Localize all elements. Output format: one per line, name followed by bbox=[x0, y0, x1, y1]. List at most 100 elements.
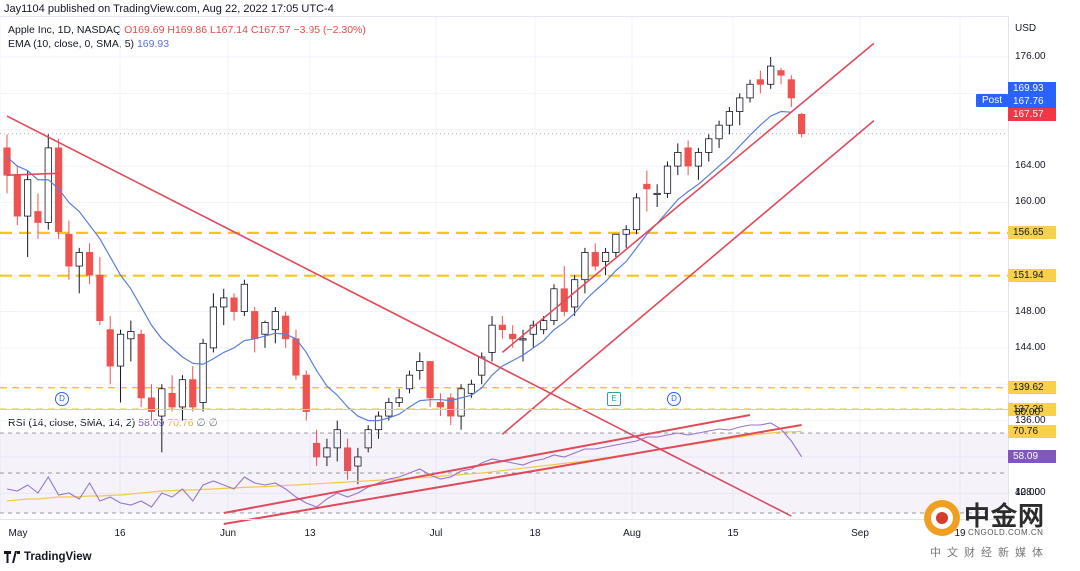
candle-body bbox=[663, 165, 672, 194]
post-market-badge: Post bbox=[976, 94, 1008, 107]
candle-body bbox=[798, 113, 806, 135]
candle-body bbox=[323, 447, 331, 458]
candle bbox=[736, 93, 744, 126]
candle bbox=[230, 293, 238, 321]
trendline-early-resistance bbox=[6, 172, 59, 176]
price-pane-top-border bbox=[0, 16, 1008, 17]
time-tick: 16 bbox=[114, 528, 126, 539]
candle bbox=[488, 316, 496, 362]
candle bbox=[364, 425, 372, 453]
candle bbox=[787, 75, 795, 107]
candle bbox=[333, 420, 341, 462]
candle-body bbox=[395, 397, 403, 403]
candle bbox=[3, 134, 11, 194]
watermark-domain: CNGOLD.COM.CN bbox=[968, 528, 1044, 537]
rsi-line bbox=[6, 422, 803, 508]
pane-separator[interactable] bbox=[0, 409, 1008, 410]
event-marker-d[interactable]: D bbox=[55, 392, 69, 406]
candle-body bbox=[777, 70, 785, 76]
candle bbox=[601, 247, 610, 276]
candle-body bbox=[24, 179, 32, 217]
candle bbox=[436, 393, 445, 417]
candle-body bbox=[189, 379, 197, 408]
candle bbox=[581, 247, 589, 294]
ohlc-close: C167.57 bbox=[250, 24, 291, 36]
candle-body bbox=[591, 252, 599, 267]
candle-body bbox=[209, 306, 217, 349]
time-tick: Sep bbox=[851, 528, 869, 539]
candle-body bbox=[158, 388, 166, 417]
candle bbox=[312, 429, 321, 467]
candle bbox=[199, 338, 207, 412]
rsi-trendline-rsi-upper bbox=[223, 414, 751, 514]
candle-body bbox=[271, 311, 279, 331]
candle bbox=[271, 306, 279, 344]
candle bbox=[653, 184, 661, 207]
price-tick: 164.00 bbox=[1015, 160, 1046, 172]
candle bbox=[282, 311, 290, 348]
event-marker-e[interactable]: E bbox=[607, 392, 621, 406]
rsi-label[interactable]: RSI (14, close, SMA, 14, 2) bbox=[8, 417, 136, 429]
ema-layer bbox=[6, 110, 792, 422]
candle-body bbox=[34, 211, 42, 223]
candle bbox=[34, 193, 42, 239]
candle-body bbox=[478, 356, 486, 376]
candle-body bbox=[622, 229, 630, 235]
candle-body bbox=[705, 138, 713, 153]
grid-layer bbox=[0, 17, 1008, 519]
symbol-legend: Apple Inc, 1D, NASDAQ O169.69 H169.86 L1… bbox=[8, 24, 366, 36]
rsi-legend: RSI (14, close, SMA, 14, 2) 58.09 70.76 … bbox=[8, 417, 218, 429]
candle-body bbox=[756, 79, 764, 85]
candle-body bbox=[44, 147, 52, 223]
candle-body bbox=[746, 83, 754, 99]
candle-body bbox=[178, 379, 187, 408]
candle bbox=[24, 170, 32, 257]
time-tick: 15 bbox=[727, 528, 739, 539]
rsi-tag: 70.76 bbox=[1008, 424, 1056, 438]
candle-body bbox=[725, 111, 734, 126]
candle bbox=[684, 140, 692, 176]
event-marker-d[interactable]: D bbox=[667, 392, 681, 406]
candle-body bbox=[251, 311, 259, 340]
candle-body bbox=[354, 456, 362, 467]
candle bbox=[632, 193, 641, 235]
candle bbox=[395, 388, 403, 407]
price-tag: 167.76 bbox=[1008, 95, 1056, 108]
candle bbox=[374, 411, 383, 439]
candle bbox=[498, 316, 506, 339]
price-tag: 137.26 bbox=[1008, 402, 1056, 416]
candle-body bbox=[643, 183, 651, 190]
candle-body bbox=[736, 97, 744, 112]
tradingview-footer[interactable]: TradingView bbox=[4, 551, 92, 563]
candle-body bbox=[467, 383, 476, 394]
candle bbox=[251, 306, 259, 353]
rsi-pane bbox=[0, 414, 1008, 525]
price-tag: 151.94 bbox=[1008, 269, 1056, 283]
price-tick: 136.00 bbox=[1015, 414, 1046, 426]
candle bbox=[622, 225, 630, 248]
tradingview-brand: TradingView bbox=[24, 551, 92, 563]
candle-body bbox=[416, 361, 424, 372]
publisher-header: Jay1104 published on TradingView.com, Au… bbox=[4, 3, 334, 15]
candle-body bbox=[364, 429, 372, 449]
candle bbox=[416, 352, 424, 380]
ema-label[interactable]: EMA (10, close, 0, SMA, 5) bbox=[8, 38, 135, 50]
candle-body bbox=[65, 233, 73, 267]
cngold-logo-icon bbox=[924, 500, 960, 536]
candle bbox=[302, 370, 310, 421]
candle-body bbox=[261, 322, 269, 335]
candle-body bbox=[127, 331, 135, 340]
candle-body bbox=[715, 124, 723, 140]
candle-body bbox=[168, 392, 176, 408]
price-tag: 169.93 bbox=[1008, 82, 1056, 95]
currency-label: USD bbox=[1015, 23, 1037, 34]
tradingview-logo-icon bbox=[4, 551, 20, 563]
candle bbox=[591, 243, 599, 271]
candle-body bbox=[106, 329, 114, 367]
candle bbox=[550, 284, 558, 326]
ohlc-low: L167.14 bbox=[209, 24, 248, 36]
symbol-name[interactable]: Apple Inc, 1D, NASDAQ bbox=[8, 24, 122, 36]
candle-body bbox=[581, 252, 589, 281]
candle-body bbox=[540, 320, 548, 331]
